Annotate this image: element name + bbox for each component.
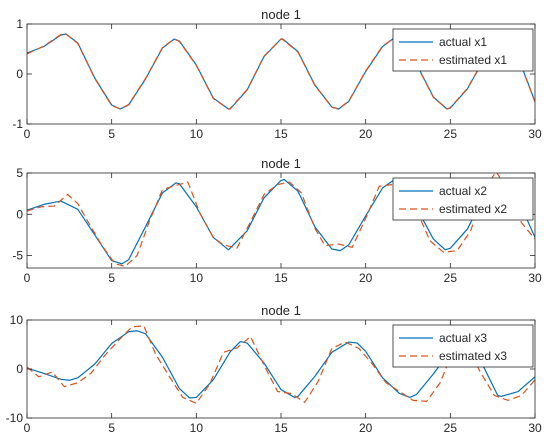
y-tick-label: -5 [12, 249, 23, 263]
x-tick-label: 10 [190, 271, 204, 285]
legend-box [392, 28, 534, 72]
x-tick-label: 30 [528, 421, 542, 435]
legend: actual x1 estimated x1 [392, 28, 534, 72]
legend-label-1: actual x3 [439, 331, 487, 345]
x-tick-label: 25 [444, 271, 458, 285]
chart-title: node 1 [261, 303, 301, 318]
x-tick-label: 0 [24, 271, 31, 285]
y-tick-label: 1 [16, 17, 23, 31]
x-tick-label: 30 [528, 127, 542, 141]
x-tick-label: 25 [444, 421, 458, 435]
series-line-1 [27, 179, 535, 265]
legend-label-1: actual x1 [439, 35, 487, 49]
x-tick-label: 15 [274, 127, 288, 141]
x-tick-label: 5 [108, 421, 115, 435]
y-tick-label: 0 [16, 362, 23, 376]
y-tick-label: 5 [16, 166, 23, 180]
legend-label-2: estimated x1 [439, 53, 507, 67]
x-tick-label: 20 [359, 421, 373, 435]
legend-label-2: estimated x2 [439, 202, 507, 216]
legend-label-1: actual x2 [439, 184, 487, 198]
y-tick-label: 0 [16, 67, 23, 81]
x-tick-label: 20 [359, 127, 373, 141]
series-line-2 [27, 325, 535, 404]
legend-label-2: estimated x3 [439, 349, 507, 363]
legend-box [392, 324, 534, 368]
legend-box [392, 177, 534, 221]
x-tick-label: 30 [528, 271, 542, 285]
x-tick-label: 25 [444, 127, 458, 141]
x-tick-label: 20 [359, 271, 373, 285]
y-tick-label: -10 [6, 411, 24, 425]
x-tick-label: 5 [108, 271, 115, 285]
series-line-2 [27, 33, 535, 110]
series-line-2 [27, 173, 535, 267]
x-tick-label: 10 [190, 127, 204, 141]
legend: actual x2 estimated x2 [392, 177, 534, 221]
x-tick-label: 10 [190, 421, 204, 435]
x-tick-label: 15 [274, 271, 288, 285]
chart-title: node 1 [261, 7, 301, 22]
x-tick-label: 15 [274, 421, 288, 435]
y-tick-label: -1 [12, 117, 23, 131]
legend: actual x3 estimated x3 [392, 324, 534, 368]
y-tick-label: 0 [16, 207, 23, 221]
x-tick-label: 5 [108, 127, 115, 141]
x-tick-label: 0 [24, 421, 31, 435]
y-tick-label: 10 [10, 313, 24, 327]
x-tick-label: 0 [24, 127, 31, 141]
chart-title: node 1 [261, 156, 301, 171]
